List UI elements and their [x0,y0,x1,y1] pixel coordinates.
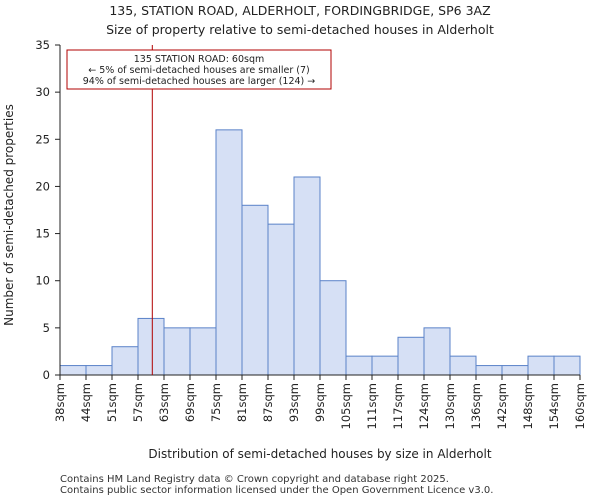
x-tick-label: 93sqm [287,383,301,422]
footer-licence: Contains public sector information licen… [60,485,494,496]
x-tick-label: 57sqm [131,383,145,422]
bar-57sqm [137,317,165,376]
bar-111sqm [371,355,399,376]
y-tick-label: 10 [35,274,50,288]
x-tick-label: 63sqm [157,383,171,422]
y-tick-label: 30 [35,85,50,99]
x-tick-label: 38sqm [53,383,67,422]
chart-title: 135, STATION ROAD, ALDERHOLT, FORDINGBRI… [109,3,490,18]
x-tick-label: 99sqm [313,383,327,422]
bar-154sqm [553,355,581,376]
histogram-chart: 135, STATION ROAD, ALDERHOLT, FORDINGBRI… [2,3,587,461]
x-tick-label: 142sqm [495,383,509,429]
x-tick-label: 148sqm [521,383,535,429]
bar-75sqm [215,129,243,376]
annotation-line-2: ← 5% of semi-detached houses are smaller… [88,65,309,76]
x-tick-label: 87sqm [261,383,275,422]
footer-copyright: Contains HM Land Registry data © Crown c… [60,474,449,485]
annotation-line-3: 94% of semi-detached houses are larger (… [83,76,316,87]
bars-group [59,129,581,376]
bar-130sqm [449,355,477,376]
bar-38sqm [59,365,87,376]
bar-44sqm [85,365,113,376]
x-tick-label: 160sqm [573,383,587,429]
bar-51sqm [111,346,139,376]
x-tick-label: 130sqm [443,383,457,429]
bar-99sqm [319,280,347,376]
annotation-line-1: 135 STATION ROAD: 60sqm [134,54,265,65]
bar-93sqm [293,176,321,376]
x-tick-label: 154sqm [547,383,561,429]
bar-148sqm [527,355,555,376]
y-axis-ticks: 0 5 10 15 20 25 30 35 [35,38,60,382]
x-tick-label: 136sqm [469,383,483,429]
x-tick-label: 69sqm [183,383,197,422]
chart-subtitle: Size of property relative to semi-detach… [106,22,494,37]
y-tick-label: 25 [35,132,50,146]
annotation-box: 135 STATION ROAD: 60sqm ← 5% of semi-det… [66,49,332,90]
x-tick-label: 124sqm [417,383,431,429]
bar-63sqm [163,327,191,376]
y-tick-label: 5 [43,321,50,335]
y-tick-label: 0 [43,368,50,382]
x-tick-label: 51sqm [105,383,119,422]
x-tick-label: 44sqm [79,383,93,422]
x-tick-label: 75sqm [209,383,223,422]
x-tick-label: 105sqm [339,383,353,429]
x-axis-label: Distribution of semi-detached houses by … [148,447,491,461]
bar-69sqm [189,327,217,376]
x-tick-label: 81sqm [235,383,249,422]
bar-142sqm [501,365,529,376]
bar-136sqm [475,365,503,376]
y-tick-label: 15 [35,227,50,241]
y-tick-label: 35 [35,38,50,52]
bar-105sqm [345,355,373,376]
bar-81sqm [241,204,269,376]
y-axis-label: Number of semi-detached properties [2,104,16,326]
bar-117sqm [397,336,425,376]
x-tick-label: 111sqm [365,383,379,429]
x-axis-ticks: 38sqm 44sqm 51sqm 57sqm 63sqm 69sqm 75sqm 81sqm… [53,375,587,429]
bar-124sqm [423,327,451,376]
bar-87sqm [267,223,295,376]
annotation-border [66,49,332,90]
x-tick-label: 117sqm [391,383,405,429]
y-tick-label: 20 [35,179,50,193]
